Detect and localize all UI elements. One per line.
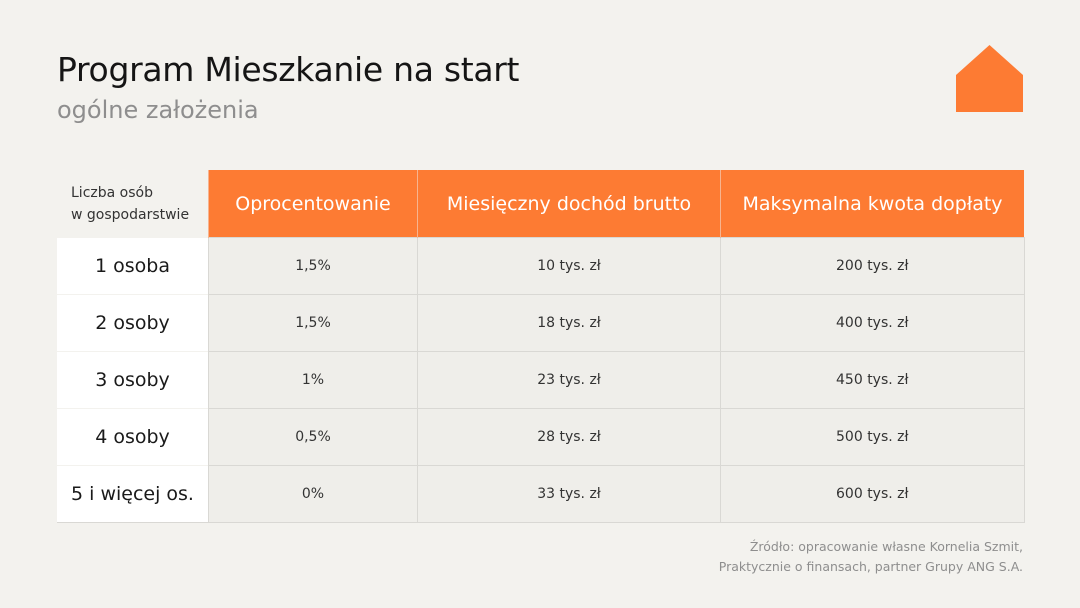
- table-row: 4 osoby 0,5% 28 tys. zł 500 tys. zł: [57, 408, 1025, 466]
- income-cell: 28 tys. zł: [417, 408, 721, 466]
- max-subsidy-cell: 200 tys. zł: [720, 237, 1025, 295]
- household-size-cell: 5 i więcej os.: [57, 465, 209, 523]
- interest-cell: 1%: [208, 351, 418, 409]
- income-cell: 23 tys. zł: [417, 351, 721, 409]
- column-header-interest: Oprocentowanie: [208, 170, 418, 238]
- interest-cell: 0,5%: [208, 408, 418, 466]
- corner-line: w gospodarstwie: [71, 206, 190, 223]
- income-cell: 18 tys. zł: [417, 294, 721, 352]
- source-note: Źródło: opracowanie własne Kornelia Szmi…: [719, 537, 1023, 577]
- household-size-cell: 3 osoby: [57, 351, 209, 409]
- interest-cell: 0%: [208, 465, 418, 523]
- income-cell: 33 tys. zł: [417, 465, 721, 523]
- table-row: 2 osoby 1,5% 18 tys. zł 400 tys. zł: [57, 294, 1025, 352]
- table-row: 3 osoby 1% 23 tys. zł 450 tys. zł: [57, 351, 1025, 409]
- table-row: 5 i więcej os. 0% 33 tys. zł 600 tys. zł: [57, 465, 1025, 523]
- interest-cell: 1,5%: [208, 237, 418, 295]
- table-header-row: Liczba osób w gospodarstwie Oprocentowan…: [57, 170, 1024, 238]
- column-header-max-subsidy: Maksymalna kwota dopłaty: [720, 170, 1024, 238]
- page-subtitle: ogólne założenia: [57, 96, 259, 124]
- table-row: 1 osoba 1,5% 10 tys. zł 200 tys. zł: [57, 237, 1025, 295]
- household-size-cell: 2 osoby: [57, 294, 209, 352]
- household-size-cell: 4 osoby: [57, 408, 209, 466]
- house-icon: [956, 45, 1023, 112]
- source-line: Źródło: opracowanie własne Kornelia Szmi…: [749, 539, 1023, 554]
- max-subsidy-cell: 400 tys. zł: [720, 294, 1025, 352]
- max-subsidy-cell: 500 tys. zł: [720, 408, 1025, 466]
- source-line: Praktycznie o finansach, partner Grupy A…: [718, 559, 1023, 574]
- column-header-household: Liczba osób w gospodarstwie: [57, 170, 209, 238]
- data-table: Liczba osób w gospodarstwie Oprocentowan…: [57, 170, 1025, 523]
- max-subsidy-cell: 450 tys. zł: [720, 351, 1025, 409]
- income-cell: 10 tys. zł: [417, 237, 721, 295]
- max-subsidy-cell: 600 tys. zł: [720, 465, 1025, 523]
- page-title: Program Mieszkanie na start: [57, 50, 520, 89]
- interest-cell: 1,5%: [208, 294, 418, 352]
- corner-line: Liczba osób: [71, 184, 153, 201]
- household-size-cell: 1 osoba: [57, 237, 209, 295]
- column-header-income: Miesięczny dochód brutto: [417, 170, 721, 238]
